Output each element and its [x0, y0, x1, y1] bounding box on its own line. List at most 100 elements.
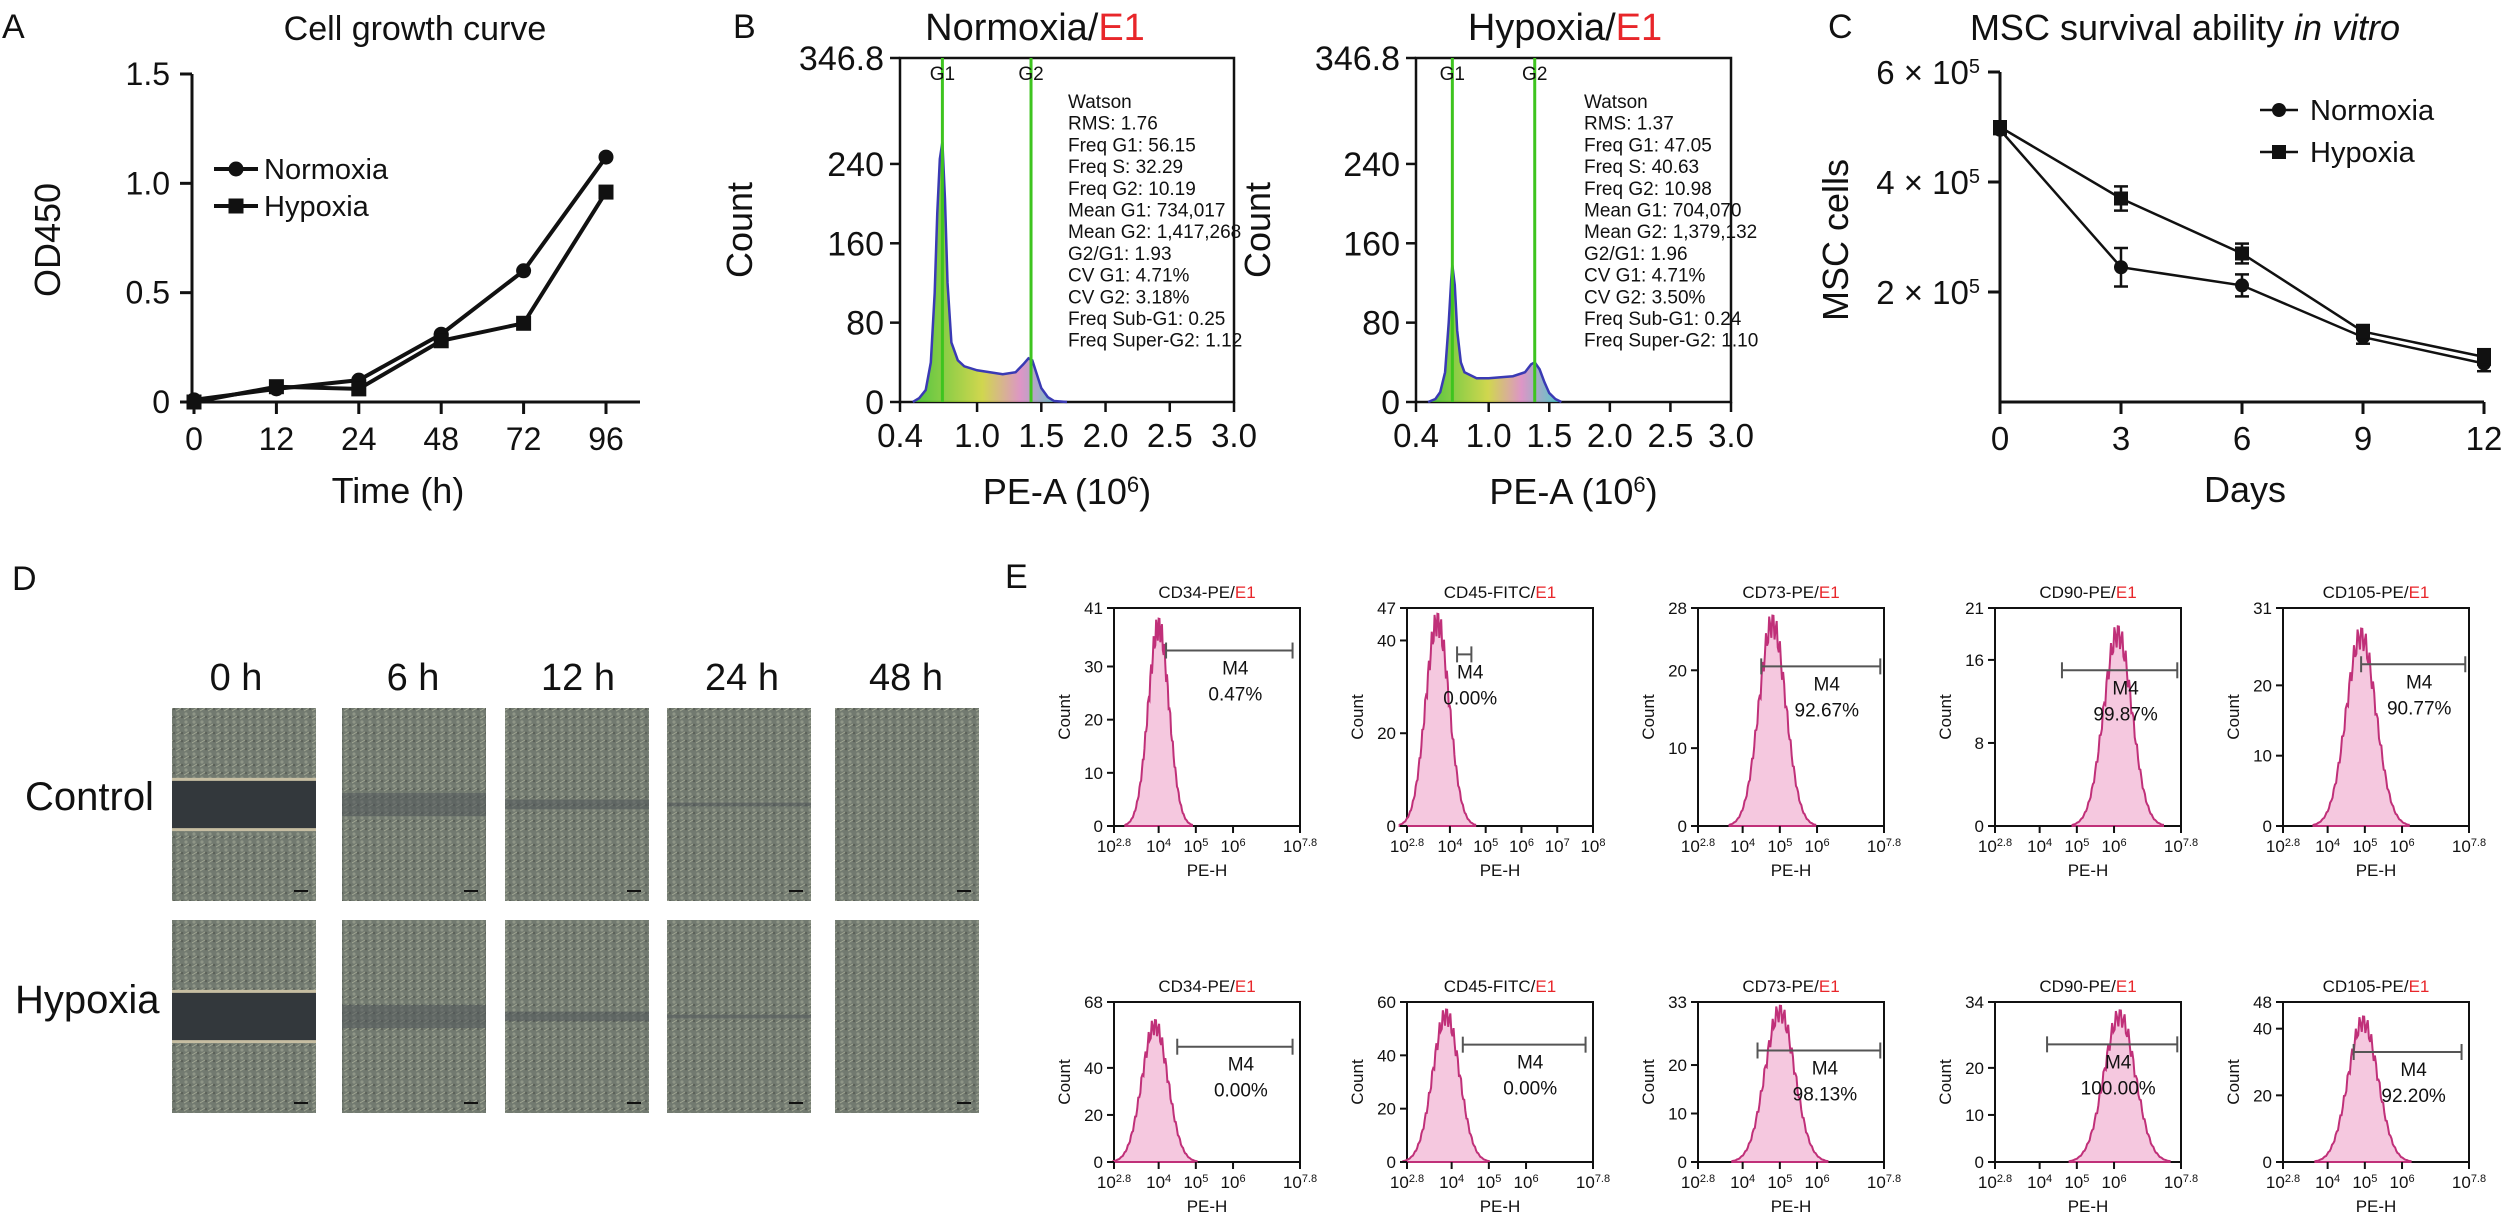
y-tick-label: 30: [1084, 657, 1103, 676]
x-axis-label: PE-H: [1771, 861, 1812, 880]
y-tick-label: 20: [1377, 1100, 1396, 1119]
x-tick-label-part: 2.8: [2285, 1173, 2300, 1185]
x-tick-label-part: 10: [1767, 1173, 1786, 1192]
row-label-control: Control: [25, 775, 154, 819]
data-point: [2356, 324, 2370, 339]
histogram: [1398, 612, 1477, 827]
x-axis-label: PE-H: [1187, 861, 1228, 880]
y-tick-label: 0: [152, 384, 170, 420]
x-tick-label-part: 2.8: [1997, 837, 2012, 849]
plot-frame: [1414, 56, 1733, 404]
x-axis-label: PE-H: [1187, 1197, 1228, 1216]
y-tick-label: 68: [1084, 993, 1103, 1012]
x-tick-label-part: 10: [2315, 837, 2334, 856]
x-tick-label: 0: [185, 421, 203, 457]
x-tick-label-part: 6: [1239, 837, 1245, 849]
plot-frame: [1406, 607, 1594, 827]
stat-line: Mean G1: 704,070: [1584, 201, 1741, 222]
x-tick-label: 105: [1476, 1173, 1501, 1192]
x-tick-label-part: 5: [1202, 837, 1208, 849]
x-tick-label: 6: [2233, 420, 2251, 457]
gate-label: M4: [1222, 659, 1249, 680]
time-label: 24 h: [705, 657, 779, 699]
y-axis-label: Count: [2224, 694, 2243, 740]
flow-title-part: E1: [1235, 583, 1256, 602]
x-axis-label: PE-H: [2356, 861, 2397, 880]
y-tick-label: 34: [1965, 993, 1984, 1012]
x-tick-label-part: 10: [1283, 1173, 1302, 1192]
y-tick-label: 0: [865, 384, 884, 422]
stat-line: Freq S: 40.63: [1584, 157, 1699, 178]
x-axis-label: PE-H: [1480, 1197, 1521, 1216]
histogram: [2312, 627, 2410, 827]
flow-title-part: CD45-FITC/: [1444, 583, 1536, 602]
x-tick-label-part: 2.8: [1116, 1173, 1131, 1185]
x-tick-label: 96: [588, 421, 624, 457]
x-tick-label: 105: [1183, 837, 1208, 856]
wound-gap: [505, 799, 649, 810]
legend-label: Normoxia: [264, 154, 389, 186]
x-tick-label: 0.4: [877, 417, 923, 454]
y-tick-label: 8: [1975, 734, 1984, 753]
x-tick-label: 104: [2315, 837, 2340, 856]
series-line: [193, 191, 608, 404]
x-axis-label: PE-A (106): [983, 471, 1151, 512]
flow-title-part: CD105-PE/: [2323, 583, 2409, 602]
x-tick-label-part: 10: [2027, 837, 2046, 856]
gate-percent: 99.87%: [2093, 704, 2158, 725]
x-tick-label-part: 10: [1767, 837, 1786, 856]
x-tick-label-part: 10: [1476, 1173, 1495, 1192]
y-tick-label: 40: [1377, 631, 1396, 650]
x-tick-label-part: 10: [2102, 837, 2121, 856]
y-tick-label: 28: [1668, 599, 1687, 618]
plot-frame: [1406, 1001, 1594, 1163]
y-tick-label: 0: [1975, 817, 1984, 836]
x-tick-label-part: 10: [2064, 837, 2083, 856]
y-tick-label: 20: [1668, 661, 1687, 680]
x-tick-label-part: 2.8: [1700, 1173, 1715, 1185]
x-tick-label: 24: [341, 421, 377, 457]
x-tick-label: 106: [1514, 1173, 1539, 1192]
x-tick-label-part: 10: [1580, 837, 1599, 856]
chart-title-part: Hypoxia/: [1468, 7, 1616, 49]
y-axis-label: Count: [2224, 1059, 2243, 1105]
x-tick-label: 104: [2315, 1173, 2340, 1192]
y-tick-label: 20: [1377, 724, 1396, 743]
x-tick-label: 106: [2102, 1173, 2127, 1192]
flow-title: CD34-PE/E1: [1158, 977, 1255, 996]
x-tick-label-part: 10: [1730, 1173, 1749, 1192]
panel-letter-a: A: [2, 8, 25, 46]
y-axis-label: Count: [1639, 694, 1658, 740]
wound-gap: [667, 1014, 811, 1019]
stat-line: Freq S: 32.29: [1068, 157, 1183, 178]
y-tick-label: 0: [2263, 817, 2272, 836]
data-point: [2235, 278, 2249, 293]
stat-line: Mean G1: 734,017: [1068, 201, 1225, 222]
row-label-hypoxia: Hypoxia: [15, 978, 160, 1022]
wound-gap: [172, 779, 316, 830]
x-tick-label: 2.0: [1587, 417, 1633, 454]
x-tick-label: 107.8: [2164, 1173, 2198, 1192]
gate-label: M4: [1812, 1058, 1839, 1079]
x-tick-label-part: 6: [2120, 1173, 2126, 1185]
histogram: [1112, 1018, 1198, 1163]
x-tick-label-part: 7.8: [2471, 837, 2486, 849]
x-tick-label: 107.8: [1283, 837, 1317, 856]
x-tick-label-part: 4: [2046, 837, 2052, 849]
x-tick-label-part: 10: [1097, 837, 1116, 856]
stat-line: Freq G2: 10.19: [1068, 179, 1196, 200]
y-tick-label: 48: [2253, 993, 2272, 1012]
x-tick-label-part: 10: [1221, 1173, 1240, 1192]
flow-title-part: E1: [1819, 583, 1840, 602]
x-tick-label-part: 5: [1495, 1173, 1501, 1185]
x-tick-label-part: 10: [1390, 837, 1409, 856]
y-axis-label: OD450: [27, 183, 68, 297]
histogram: [1124, 617, 1193, 827]
micrograph: [835, 920, 979, 1113]
y-tick-label: 10: [1668, 739, 1687, 758]
x-tick-label-part: 6: [2120, 837, 2126, 849]
x-tick-label: 102.8: [1978, 837, 2012, 856]
y-tick-label: 31: [2253, 599, 2272, 618]
